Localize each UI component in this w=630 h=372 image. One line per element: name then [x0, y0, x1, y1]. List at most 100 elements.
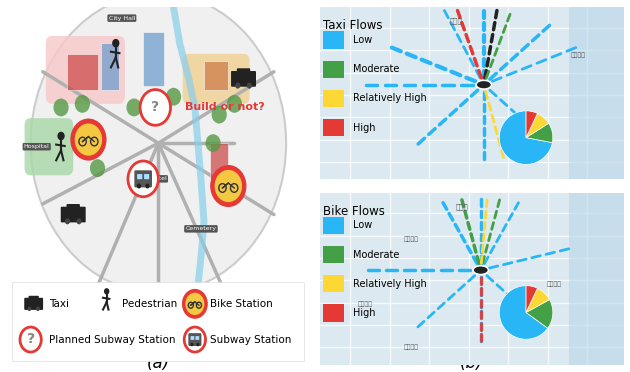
- Circle shape: [112, 39, 120, 48]
- Circle shape: [205, 134, 220, 152]
- Text: ?: ?: [26, 332, 35, 346]
- FancyBboxPatch shape: [323, 275, 344, 292]
- FancyBboxPatch shape: [204, 61, 228, 90]
- Wedge shape: [526, 111, 537, 138]
- Circle shape: [185, 293, 204, 315]
- Text: Planned Subway Station: Planned Subway Station: [49, 334, 175, 344]
- FancyBboxPatch shape: [67, 204, 80, 216]
- FancyBboxPatch shape: [319, 7, 624, 179]
- FancyBboxPatch shape: [46, 36, 125, 104]
- Circle shape: [137, 183, 141, 189]
- Circle shape: [20, 327, 42, 352]
- Text: Pedestrian: Pedestrian: [122, 299, 177, 309]
- FancyBboxPatch shape: [183, 54, 249, 104]
- FancyBboxPatch shape: [323, 32, 344, 49]
- Circle shape: [72, 120, 105, 159]
- Wedge shape: [526, 123, 553, 142]
- Text: Low: Low: [353, 221, 372, 231]
- Circle shape: [183, 290, 207, 317]
- Circle shape: [90, 159, 105, 177]
- Text: Subway Station: Subway Station: [210, 334, 292, 344]
- FancyBboxPatch shape: [137, 174, 142, 179]
- Text: Relatively High: Relatively High: [353, 93, 427, 103]
- Text: 峻岭广场: 峻岭广场: [546, 281, 561, 287]
- FancyBboxPatch shape: [144, 174, 149, 179]
- Circle shape: [140, 90, 171, 125]
- Text: Relatively High: Relatively High: [353, 279, 427, 289]
- Wedge shape: [526, 286, 537, 312]
- Text: 中间广场: 中间广场: [571, 53, 585, 58]
- Circle shape: [197, 343, 199, 346]
- Circle shape: [227, 95, 242, 113]
- Text: Taxi: Taxi: [49, 299, 69, 309]
- Text: Low: Low: [353, 35, 372, 45]
- Circle shape: [473, 266, 488, 275]
- FancyBboxPatch shape: [188, 333, 202, 346]
- FancyBboxPatch shape: [323, 90, 344, 107]
- Circle shape: [247, 83, 252, 89]
- Circle shape: [76, 218, 81, 224]
- Circle shape: [31, 0, 286, 293]
- FancyBboxPatch shape: [323, 246, 344, 263]
- Text: Moderate: Moderate: [353, 250, 399, 260]
- Text: ?: ?: [151, 100, 159, 113]
- Wedge shape: [499, 286, 547, 339]
- Wedge shape: [526, 288, 549, 312]
- Circle shape: [212, 106, 227, 124]
- Wedge shape: [526, 113, 549, 138]
- Text: Bike Station: Bike Station: [210, 299, 273, 309]
- FancyBboxPatch shape: [323, 217, 344, 234]
- Circle shape: [166, 88, 181, 106]
- Text: Build or not?: Build or not?: [185, 102, 265, 112]
- Text: 华山医院: 华山医院: [403, 344, 418, 350]
- Text: Hotel: Hotel: [150, 176, 167, 182]
- FancyBboxPatch shape: [323, 304, 344, 322]
- FancyBboxPatch shape: [67, 54, 98, 90]
- Text: Cemetery: Cemetery: [185, 226, 217, 231]
- Circle shape: [235, 83, 240, 89]
- Text: High: High: [353, 123, 375, 133]
- Circle shape: [54, 99, 69, 116]
- Circle shape: [57, 132, 65, 140]
- Text: (a): (a): [147, 354, 170, 372]
- FancyBboxPatch shape: [24, 298, 43, 310]
- Circle shape: [476, 80, 491, 89]
- FancyBboxPatch shape: [101, 43, 119, 90]
- FancyBboxPatch shape: [134, 170, 152, 187]
- Text: 上海站: 上海站: [456, 203, 469, 210]
- FancyBboxPatch shape: [319, 193, 624, 365]
- FancyBboxPatch shape: [28, 296, 39, 305]
- Text: 创赢大厦: 创赢大厦: [403, 237, 418, 242]
- Wedge shape: [526, 299, 553, 328]
- Text: Hospital: Hospital: [24, 144, 50, 149]
- Circle shape: [184, 327, 205, 352]
- Text: 中山公园: 中山公园: [358, 302, 373, 307]
- FancyBboxPatch shape: [143, 32, 164, 86]
- Circle shape: [127, 99, 142, 116]
- FancyBboxPatch shape: [25, 118, 73, 175]
- Wedge shape: [499, 111, 553, 164]
- Circle shape: [28, 307, 32, 311]
- FancyBboxPatch shape: [569, 193, 624, 365]
- Text: 上海站: 上海站: [450, 18, 463, 25]
- FancyBboxPatch shape: [195, 336, 199, 340]
- Circle shape: [212, 166, 245, 206]
- Circle shape: [75, 95, 90, 113]
- FancyBboxPatch shape: [190, 336, 194, 340]
- FancyBboxPatch shape: [231, 71, 256, 87]
- FancyBboxPatch shape: [569, 7, 624, 179]
- FancyBboxPatch shape: [237, 68, 250, 80]
- Circle shape: [36, 307, 40, 311]
- FancyBboxPatch shape: [60, 207, 86, 222]
- Circle shape: [146, 183, 149, 189]
- Text: Bike Flows: Bike Flows: [323, 205, 384, 218]
- Circle shape: [190, 343, 193, 346]
- Circle shape: [104, 288, 110, 295]
- Circle shape: [215, 170, 242, 202]
- FancyBboxPatch shape: [210, 143, 228, 179]
- FancyBboxPatch shape: [13, 282, 304, 361]
- FancyBboxPatch shape: [323, 119, 344, 136]
- Text: Moderate: Moderate: [353, 64, 399, 74]
- FancyBboxPatch shape: [323, 61, 344, 78]
- Circle shape: [75, 124, 102, 155]
